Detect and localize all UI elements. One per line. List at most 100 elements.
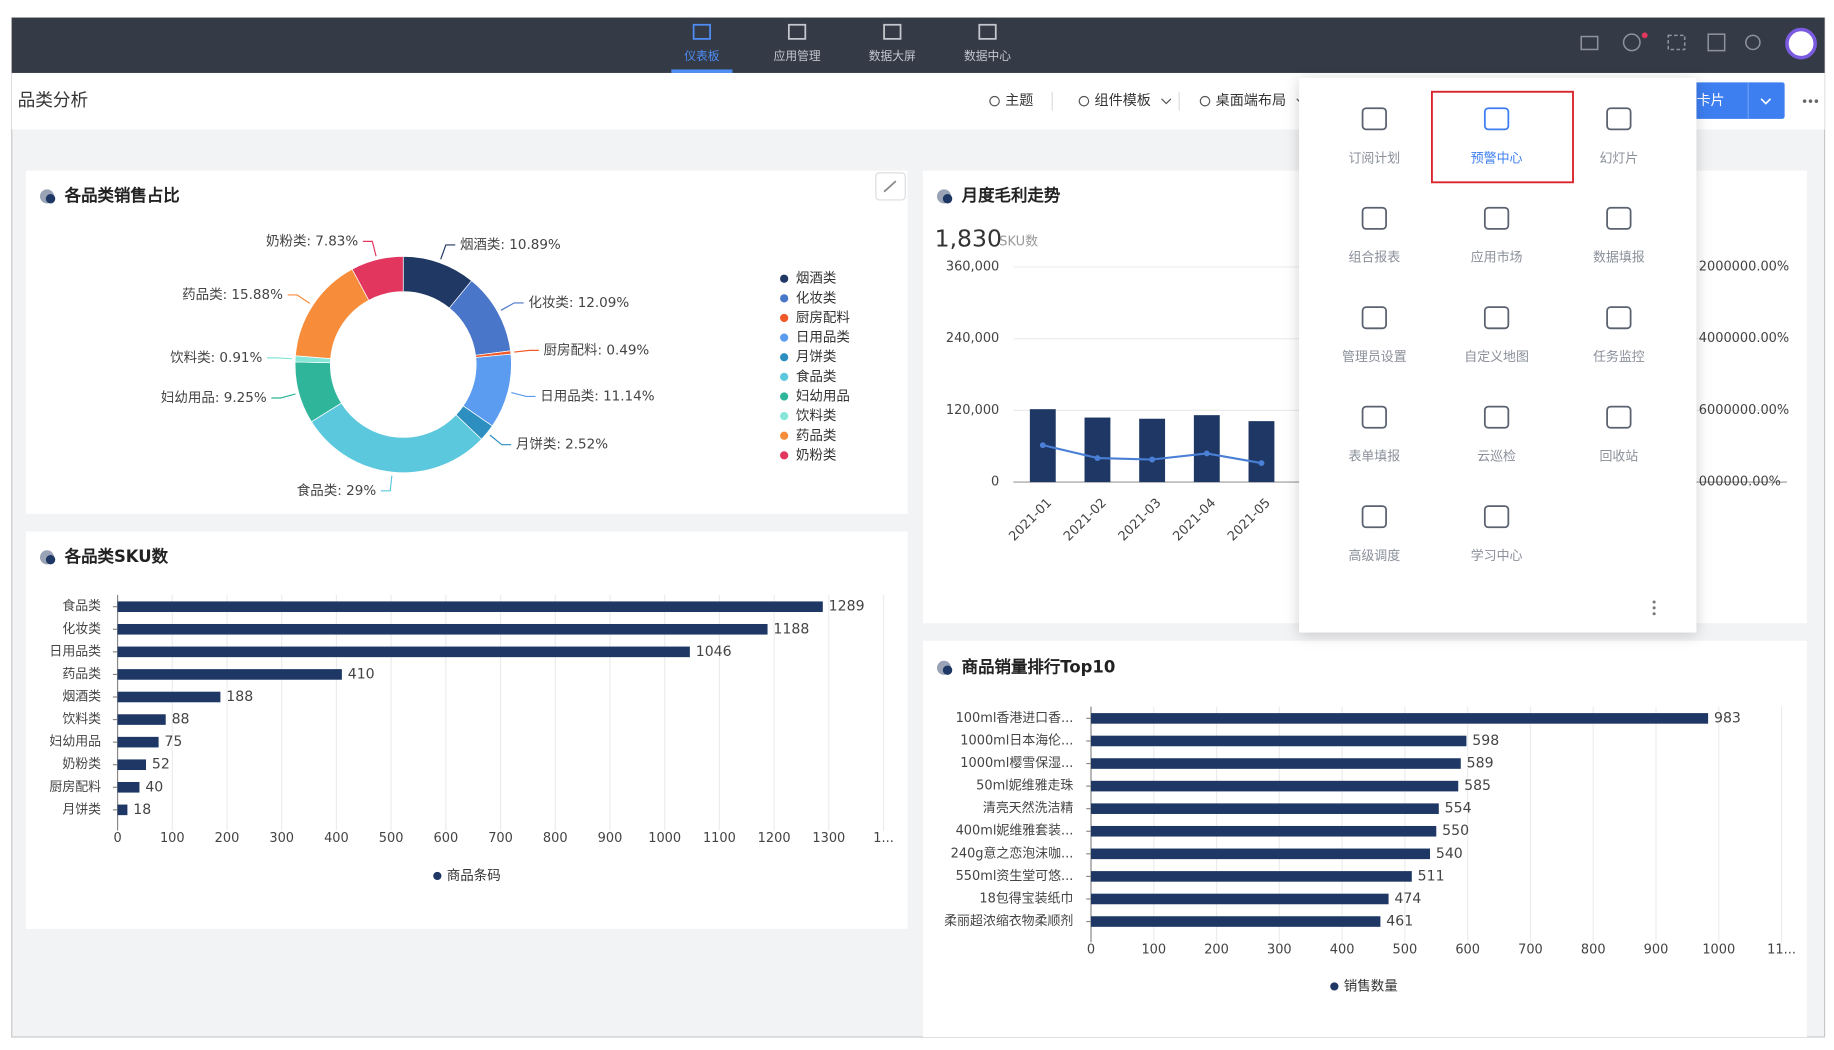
data-label: 554 [1445,801,1472,817]
nav-icon[interactable] [787,23,807,40]
x-tick-label: 500 [379,831,404,846]
data-label: 461 [1386,914,1413,930]
menu-more[interactable] [1652,600,1656,616]
icon[interactable] [1580,35,1599,51]
y-tick-label: 400ml妮维雅套装... [956,823,1074,839]
leader-line [267,357,292,360]
y2-tick-label: 000000.00% [1699,475,1781,490]
legend-label: 商品条码 [447,867,501,884]
data-label: 药品类: 15.88% [182,287,283,303]
chart-title: 月度毛利走势 [961,186,1061,205]
x-tick-label: 700 [1518,942,1543,957]
menu-item[interactable]: 订阅计划 [1348,151,1400,166]
x-tick-label: 1000 [648,831,681,846]
y-tick-label: 烟酒类 [62,689,101,704]
x-tick-label: 700 [488,831,513,846]
y-tick-label: 化妆类 [62,622,101,637]
line-point [1203,450,1210,457]
menu-item[interactable]: 数据填报 [1593,251,1645,266]
toolbar-button[interactable]: 主题 [1005,93,1033,109]
menu-icon[interactable] [1361,206,1387,230]
nav-icon[interactable] [692,23,711,40]
bar [1090,871,1412,882]
menu-icon[interactable] [1483,107,1510,131]
y-tick-label: 360,000 [946,259,999,274]
legend-label: 饮料类 [796,408,836,424]
leader-line [287,294,311,304]
primary-button-label[interactable]: 卡片 [1696,93,1724,109]
avatar[interactable] [1785,27,1817,60]
legend-label: 厨房配料 [796,310,850,326]
title-icon [45,194,56,204]
toolbar-button[interactable]: 组件模板 [1095,93,1151,109]
menu-item[interactable]: 幻灯片 [1599,151,1638,166]
x-tick-label: 800 [1581,942,1606,957]
menu-item[interactable]: 云巡检 [1477,449,1516,465]
button-icon [1199,95,1211,107]
menu-icon[interactable] [1483,306,1510,330]
data-label: 589 [1467,756,1494,772]
menu-icon[interactable] [1361,107,1387,131]
nav-item[interactable]: 仪表板 [684,49,719,63]
y-tick-label: 1000ml日本海伦... [960,733,1073,748]
toolbar-button[interactable]: 桌面端布局 [1216,93,1286,109]
data-label: 厨房配料: 0.49% [544,342,650,358]
data-label: 410 [348,666,375,682]
menu-item[interactable]: 管理员设置 [1342,350,1407,365]
menu-icon[interactable] [1361,505,1387,529]
bar [117,669,342,680]
menu-icon[interactable] [1606,306,1632,330]
nav-item[interactable]: 应用管理 [774,49,821,63]
menu-icon[interactable] [1606,107,1632,131]
icon[interactable] [1622,33,1641,52]
menu-icon[interactable] [1483,405,1510,429]
legend-label: 日用品类 [796,330,850,346]
menu-icon[interactable] [1483,206,1510,230]
x-tick-label: 200 [215,831,240,846]
bar [117,691,221,703]
icon[interactable] [1707,33,1726,52]
bar [1090,916,1381,927]
nav-item[interactable]: 数据大屏 [869,49,916,63]
menu-item[interactable]: 组合报表 [1348,251,1400,266]
x-tick-label: 900 [598,831,623,846]
data-label: 1188 [773,621,809,637]
data-label: 75 [164,734,182,750]
menu-icon[interactable] [1483,505,1510,529]
dropdown-arrow[interactable] [1760,98,1772,105]
link-icon [883,180,897,193]
menu-item[interactable]: 任务监控 [1593,349,1645,365]
nav-icon[interactable] [883,23,902,40]
menu-item[interactable]: 自定义地图 [1464,350,1529,365]
menu-item[interactable]: 应用市场 [1471,250,1523,266]
menu-icon[interactable] [1361,405,1387,429]
bar [117,623,768,635]
menu-item[interactable]: 高级调度 [1348,548,1400,564]
menu-item[interactable]: 预警中心 [1471,150,1523,166]
dot [1652,612,1656,616]
menu-item[interactable]: 学习中心 [1471,548,1523,564]
bar [1193,415,1220,483]
data-label: 598 [1472,733,1499,749]
nav-icon[interactable] [978,23,997,40]
y-tick-label: 0 [991,475,999,490]
menu-item[interactable]: 表单填报 [1348,450,1400,465]
legend-marker [780,313,789,323]
menu-item[interactable]: 回收站 [1599,450,1638,465]
nav-item[interactable]: 数据中心 [964,49,1011,63]
more-icon[interactable] [1802,99,1819,103]
bar [1090,735,1467,747]
bar [1090,758,1461,769]
data-label: 月饼类: 2.52% [516,437,608,453]
menu-icon[interactable] [1606,405,1632,429]
y-tick-label: 饮料类 [62,712,101,727]
menu-icon[interactable] [1361,306,1387,330]
icon[interactable] [1667,34,1686,51]
data-label: 饮料类: 0.91% [170,350,262,366]
bar [1090,780,1459,792]
leader-line [514,349,539,353]
menu-icon[interactable] [1606,206,1632,230]
title-icon [942,194,953,204]
icon[interactable] [1745,34,1761,51]
